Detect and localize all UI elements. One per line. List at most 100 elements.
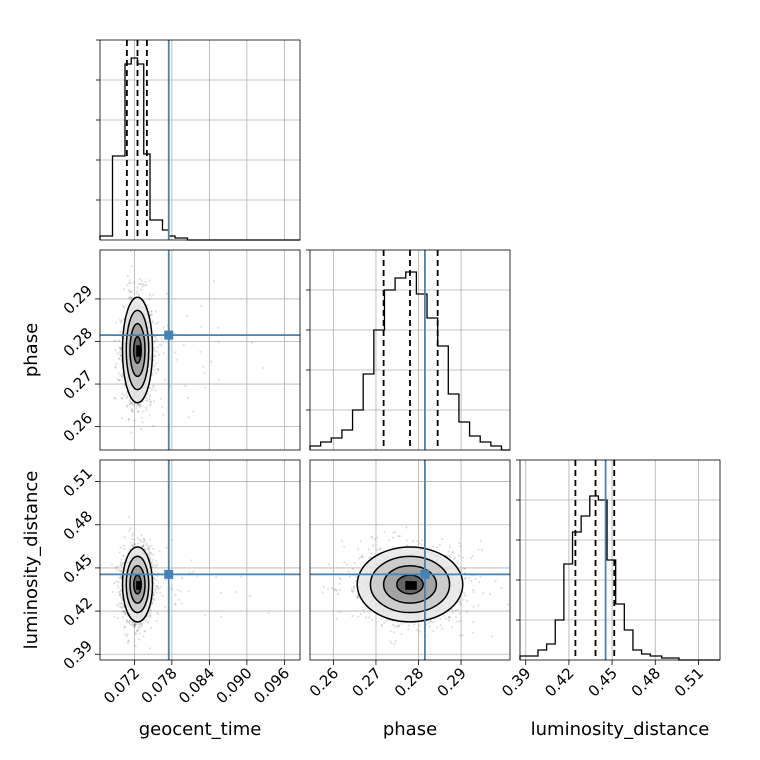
sample-point (116, 565, 119, 568)
sample-point (153, 576, 156, 579)
sample-point (126, 275, 129, 278)
sample-point (158, 353, 161, 357)
sample-point (128, 620, 131, 623)
sample-point (448, 556, 451, 559)
sample-point (134, 633, 138, 636)
sample-point (373, 538, 376, 541)
sample-point (119, 596, 123, 599)
sample-point (139, 283, 142, 286)
sample-point (156, 350, 159, 353)
sample-point (125, 404, 128, 407)
sample-point (120, 397, 123, 400)
sample-point (352, 586, 355, 589)
sample-point (131, 621, 135, 624)
sample-point (376, 549, 379, 552)
density-peak-phase-luminosity_distance (405, 581, 417, 590)
sample-point (120, 605, 123, 608)
sample-point (127, 417, 130, 421)
sample-point (128, 529, 131, 532)
sample-point (420, 539, 424, 542)
sample-point (542, 597, 544, 599)
sample-point (123, 633, 126, 636)
sample-point (147, 553, 150, 556)
sample-point (126, 620, 129, 623)
sample-point (161, 594, 164, 598)
sample-point (174, 603, 177, 606)
sample-point (118, 357, 121, 360)
sample-point (121, 374, 124, 377)
sample-point (140, 279, 143, 282)
sample-point (130, 431, 133, 434)
sample-point (352, 585, 356, 588)
histogram-geocent_time (99, 57, 300, 241)
sample-point (392, 546, 395, 549)
sample-point (140, 622, 143, 625)
sample-point (468, 576, 471, 579)
sample-point (143, 538, 146, 541)
xtick-label-geocent_time-2: 0.084 (175, 664, 218, 707)
sample-point (357, 596, 360, 599)
sample-point (141, 545, 144, 549)
sample-point (204, 613, 207, 616)
sample-point (339, 577, 342, 581)
sample-point (150, 310, 153, 313)
sample-point (148, 279, 151, 282)
sample-point (146, 614, 149, 618)
sample-point (132, 625, 136, 628)
sample-point (156, 586, 159, 589)
sample-point (199, 350, 202, 353)
sample-point (397, 625, 400, 628)
sample-point (136, 537, 140, 540)
sample-point (119, 561, 122, 564)
sample-point (210, 360, 213, 363)
sample-point (153, 587, 156, 591)
sample-point (394, 639, 397, 643)
sample-point (143, 539, 146, 542)
sample-point (479, 539, 482, 542)
sample-point (150, 544, 153, 547)
sample-point (136, 286, 139, 289)
sample-point (148, 616, 151, 619)
sample-point (357, 615, 360, 618)
sample-point (154, 310, 157, 313)
sample-point (153, 354, 156, 358)
sample-point (155, 362, 158, 365)
sample-point (353, 561, 356, 565)
sample-point (248, 595, 251, 598)
sample-point (454, 609, 457, 612)
sample-point (161, 405, 164, 409)
sample-point (367, 548, 370, 551)
sample-point (127, 281, 130, 284)
sample-point (146, 621, 150, 624)
sample-point (378, 548, 382, 551)
sample-point (117, 586, 120, 590)
sample-point (451, 608, 454, 611)
sample-point (419, 630, 422, 633)
sample-point (407, 628, 410, 631)
xtick-label-geocent_time-1: 0.078 (138, 664, 181, 707)
sample-point (145, 619, 148, 623)
sample-point (137, 282, 141, 285)
sample-point (459, 603, 462, 606)
sample-point (155, 565, 158, 568)
sample-point (694, 585, 696, 587)
sample-point (352, 589, 356, 592)
sample-point (462, 598, 465, 601)
sample-point (145, 245, 147, 247)
sample-point (156, 574, 159, 578)
sample-point (151, 558, 154, 562)
sample-point (140, 624, 143, 627)
sample-point (127, 418, 130, 421)
sample-point (394, 530, 397, 534)
sample-point (351, 614, 354, 618)
sample-point (351, 590, 354, 593)
sample-point (151, 566, 154, 569)
sample-point (461, 634, 464, 637)
sample-point (148, 551, 151, 554)
sample-point (456, 561, 459, 564)
sample-point (451, 611, 455, 614)
sample-point (135, 622, 138, 625)
sample-point (126, 642, 129, 645)
sample-point (120, 610, 124, 613)
sample-point (184, 384, 187, 387)
